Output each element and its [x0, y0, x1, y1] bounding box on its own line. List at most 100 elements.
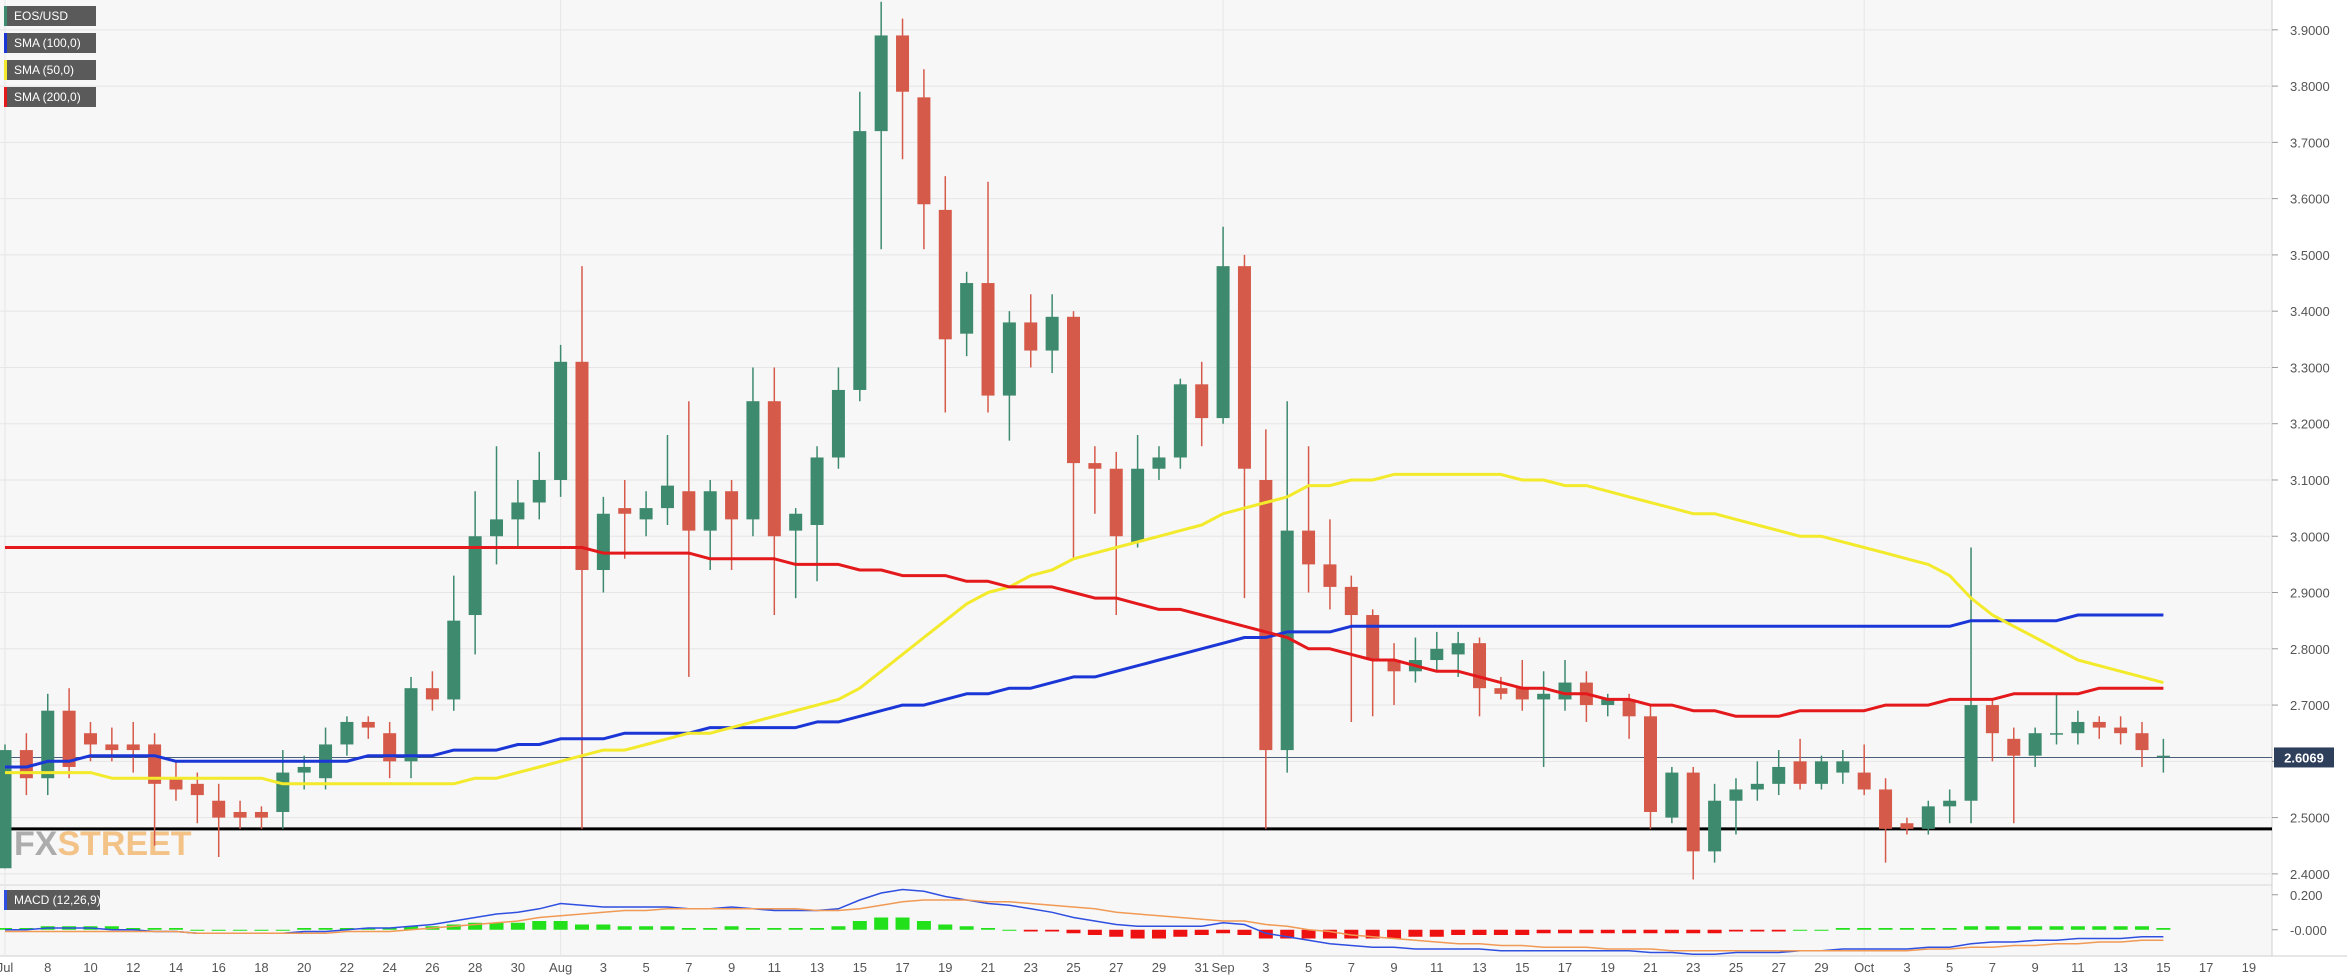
x-tick-label: 3: [1262, 960, 1269, 975]
candle-body: [2156, 755, 2170, 758]
macd-histogram-bar: [1707, 929, 1722, 934]
x-tick-label: 5: [1946, 960, 1953, 975]
candle-body: [682, 491, 696, 531]
candle-body: [596, 513, 610, 571]
candle-body: [1302, 530, 1316, 565]
x-tick-label: 11: [1430, 960, 1444, 975]
watermark-part: FX: [14, 825, 58, 863]
y-tick-label: -0.000: [2290, 923, 2327, 938]
macd-histogram-bar: [1964, 926, 1979, 930]
macd-histogram-bar: [981, 928, 996, 930]
candle-body: [1473, 643, 1487, 689]
legend-swatch: [4, 87, 7, 107]
x-tick-label: 15: [2156, 960, 2170, 975]
candle-body: [1879, 789, 1893, 829]
x-tick-label: 22: [340, 960, 354, 975]
macd-histogram-bar: [2070, 926, 2085, 930]
candle-body: [1002, 322, 1016, 396]
legend-box: [4, 6, 96, 26]
candle-body: [425, 688, 439, 700]
macd-histogram-bar: [1899, 928, 1914, 930]
x-tick-label: 21: [1643, 960, 1657, 975]
candle-body: [1643, 716, 1657, 812]
candle-body: [2007, 738, 2021, 756]
candle-body: [703, 491, 717, 531]
watermark: FXSTREET: [14, 825, 192, 863]
macd-histogram-bar: [703, 928, 718, 930]
macd-histogram-bar: [1258, 929, 1273, 939]
macd-histogram-bar: [1151, 929, 1166, 939]
macd-histogram-bar: [1023, 929, 1038, 932]
macd-histogram-bar: [1558, 929, 1573, 934]
candle-body: [190, 783, 204, 796]
candle-body: [1558, 682, 1572, 700]
candle-body: [2050, 733, 2064, 735]
candle-body: [1152, 457, 1166, 469]
candle-body: [2135, 733, 2149, 751]
macd-histogram-bar: [104, 926, 119, 930]
macd-histogram-bar: [468, 922, 483, 930]
x-tick-label: 21: [981, 960, 995, 975]
candle-body: [1686, 772, 1700, 852]
candle-body: [1793, 761, 1807, 784]
candle-body: [896, 35, 910, 92]
macd-histogram-bar: [810, 928, 825, 930]
macd-histogram-bar: [489, 922, 504, 930]
candle-body: [1323, 564, 1337, 587]
candle-body: [2071, 721, 2085, 734]
x-tick-label: 16: [211, 960, 225, 975]
x-tick-label: Sep: [1212, 960, 1235, 975]
x-tick-label: 15: [1515, 960, 1529, 975]
macd-histogram-bar: [1878, 928, 1893, 930]
macd-histogram-bar: [1600, 929, 1615, 934]
macd-histogram-bar: [211, 929, 226, 931]
candle-body: [340, 721, 354, 745]
x-tick-label: 19: [2242, 960, 2256, 975]
macd-histogram-bar: [767, 928, 782, 930]
macd-histogram-bar: [1857, 928, 1872, 930]
price-panel: [0, 0, 2272, 884]
macd-histogram-bar: [1344, 929, 1359, 939]
macd-histogram-bar: [1322, 929, 1337, 939]
x-tick-label: 11: [768, 960, 782, 975]
last-price-label: 2.6069: [2284, 750, 2324, 765]
macd-histogram-bar: [147, 928, 162, 930]
x-tick-label: 29: [1152, 960, 1166, 975]
x-tick-label: 29: [1814, 960, 1828, 975]
macd-histogram-bar: [745, 928, 760, 930]
macd-histogram-bar: [2156, 928, 2171, 930]
candle-body: [62, 710, 76, 767]
y-tick-label: 3.3000: [2290, 360, 2330, 375]
candle-body: [1024, 322, 1038, 351]
y-tick-label: 3.4000: [2290, 304, 2330, 319]
x-tick-label: 30: [511, 960, 525, 975]
candle-body: [554, 361, 568, 480]
macd-histogram-bar: [0, 928, 12, 930]
sma-line: [5, 472, 2164, 786]
legend-box: [4, 60, 96, 80]
macd-histogram-bar: [1173, 929, 1188, 937]
macd-histogram-bar: [1408, 929, 1423, 937]
candle-body: [1494, 688, 1508, 694]
candle-body: [0, 750, 12, 869]
candle-body: [1067, 316, 1080, 464]
macd-histogram-bar: [1771, 929, 1786, 932]
candle-body: [490, 519, 504, 537]
legend-box: [4, 890, 100, 910]
macd-histogram-bar: [510, 922, 525, 930]
candle-body: [1857, 772, 1871, 790]
macd-histogram-bar: [1130, 929, 1145, 939]
x-tick-label: 17: [1558, 960, 1572, 975]
y-tick-label: 0.200: [2290, 888, 2323, 903]
y-tick-label: 2.5000: [2290, 811, 2330, 826]
candle-body: [639, 508, 653, 520]
y-tick-label: 3.7000: [2290, 135, 2330, 150]
macd-histogram-bar: [1579, 929, 1594, 934]
y-tick-label: 2.8000: [2290, 642, 2330, 657]
macd-histogram-bar: [361, 928, 376, 930]
legend-box: [4, 33, 96, 53]
x-tick-label: 9: [1390, 960, 1397, 975]
legend-label: EOS/USD: [14, 9, 68, 23]
macd-histogram-bar: [1750, 929, 1765, 932]
macd-histogram-bar: [254, 929, 269, 931]
